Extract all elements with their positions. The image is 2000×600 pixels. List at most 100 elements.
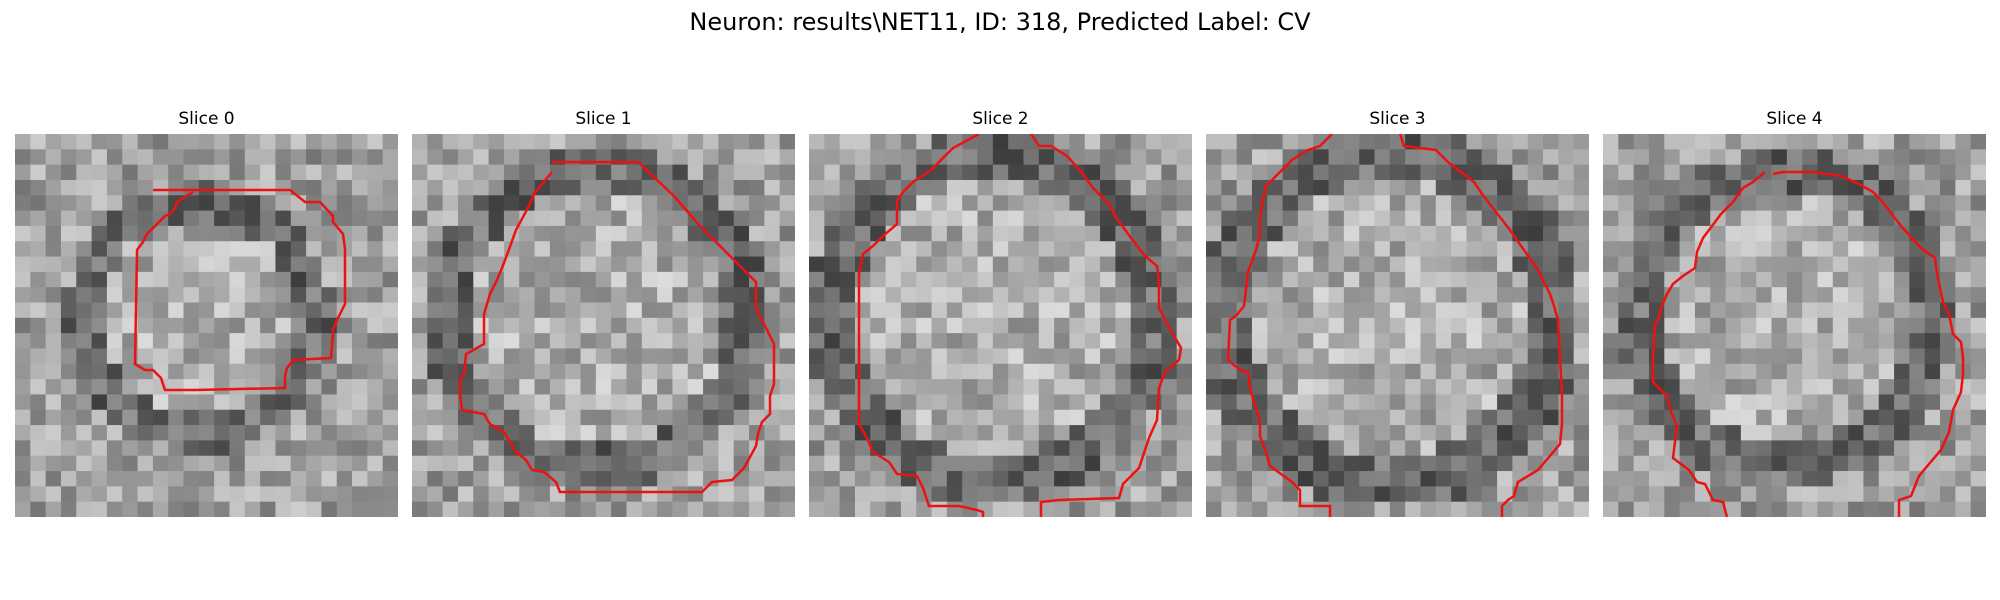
image-pixel — [534, 455, 551, 472]
image-pixel — [91, 241, 108, 258]
image-pixel — [1038, 440, 1055, 457]
image-pixel — [657, 287, 674, 304]
image-pixel — [1710, 271, 1727, 288]
image-pixel — [1603, 134, 1619, 150]
image-pixel — [900, 348, 917, 365]
image-pixel — [473, 425, 490, 441]
image-pixel — [1664, 440, 1681, 457]
image-pixel — [854, 394, 871, 411]
image-pixel — [1648, 363, 1665, 380]
image-pixel — [1206, 379, 1222, 396]
image-pixel — [1664, 333, 1681, 350]
image-pixel — [1359, 164, 1376, 181]
image-pixel — [1710, 179, 1727, 196]
image-pixel — [657, 134, 674, 150]
image-pixel — [1909, 363, 1926, 380]
image-pixel — [733, 363, 750, 380]
image-pixel — [1694, 164, 1711, 181]
image-pixel — [1130, 134, 1147, 150]
image-pixel — [1786, 287, 1803, 304]
image-pixel — [1313, 179, 1330, 196]
image-pixel — [290, 379, 307, 396]
image-pixel — [962, 302, 979, 319]
image-pixel — [1771, 501, 1788, 517]
image-pixel — [1924, 256, 1941, 273]
image-pixel — [1084, 164, 1101, 181]
image-pixel — [1894, 379, 1910, 396]
image-pixel — [626, 455, 643, 472]
image-pixel — [76, 425, 93, 441]
image-pixel — [183, 425, 200, 441]
image-pixel — [839, 363, 856, 380]
image-pixel — [1359, 486, 1376, 503]
image-pixel — [1343, 486, 1360, 503]
image-pixel — [687, 440, 704, 457]
image-pixel — [1878, 179, 1895, 196]
image-pixel — [488, 348, 505, 365]
image-pixel — [321, 409, 338, 426]
image-pixel — [764, 363, 781, 380]
image-pixel — [457, 425, 474, 441]
image-pixel — [1054, 241, 1071, 258]
image-pixel — [1054, 471, 1071, 487]
image-pixel — [1740, 486, 1757, 503]
image-pixel — [1451, 302, 1468, 319]
image-pixel — [764, 348, 781, 365]
image-pixel — [1497, 409, 1513, 426]
image-pixel — [91, 348, 108, 365]
image-pixel — [45, 409, 62, 426]
image-pixel — [1008, 302, 1025, 319]
image-pixel — [519, 394, 536, 411]
image-pixel — [1618, 440, 1635, 457]
image-pixel — [672, 271, 689, 288]
image-pixel — [1618, 333, 1635, 350]
image-pixel — [1679, 302, 1696, 319]
image-pixel — [503, 348, 520, 365]
image-pixel — [977, 149, 994, 166]
image-pixel — [611, 455, 628, 472]
image-pixel — [412, 225, 428, 242]
image-pixel — [306, 333, 322, 350]
image-pixel — [1328, 241, 1345, 258]
image-pixel — [1694, 501, 1711, 517]
image-pixel — [457, 501, 474, 517]
image-pixel — [1832, 455, 1849, 472]
image-pixel — [916, 287, 933, 304]
image-pixel — [1389, 379, 1406, 396]
image-pixel — [1618, 271, 1635, 288]
image-pixel — [367, 256, 384, 273]
image-pixel — [657, 363, 674, 380]
image-pixel — [1740, 425, 1757, 441]
image-pixel — [1038, 287, 1055, 304]
image-pixel — [76, 164, 93, 181]
image-pixel — [1648, 348, 1665, 365]
image-pixel — [412, 241, 428, 258]
image-pixel — [1343, 210, 1360, 227]
image-pixel — [106, 179, 123, 196]
image-pixel — [641, 363, 658, 380]
image-pixel — [809, 409, 825, 426]
image-pixel — [1603, 210, 1619, 227]
image-pixel — [1710, 333, 1727, 350]
image-pixel — [1389, 256, 1406, 273]
image-pixel — [1543, 455, 1559, 472]
image-pixel — [611, 225, 628, 242]
image-pixel — [916, 149, 933, 166]
image-pixel — [1924, 241, 1941, 258]
image-pixel — [1648, 409, 1665, 426]
image-pixel — [214, 134, 231, 150]
image-pixel — [1543, 179, 1559, 196]
image-pixel — [1161, 225, 1178, 242]
image-pixel — [641, 195, 658, 212]
image-pixel — [1878, 241, 1895, 258]
image-pixel — [1955, 271, 1972, 288]
image-pixel — [977, 256, 994, 273]
image-pixel — [703, 256, 719, 273]
image-pixel — [1832, 179, 1849, 196]
image-pixel — [60, 179, 77, 196]
image-pixel — [1328, 394, 1345, 411]
image-pixel — [1328, 425, 1345, 441]
image-pixel — [1955, 409, 1972, 426]
image-pixel — [214, 225, 231, 242]
image-pixel — [1008, 440, 1025, 457]
